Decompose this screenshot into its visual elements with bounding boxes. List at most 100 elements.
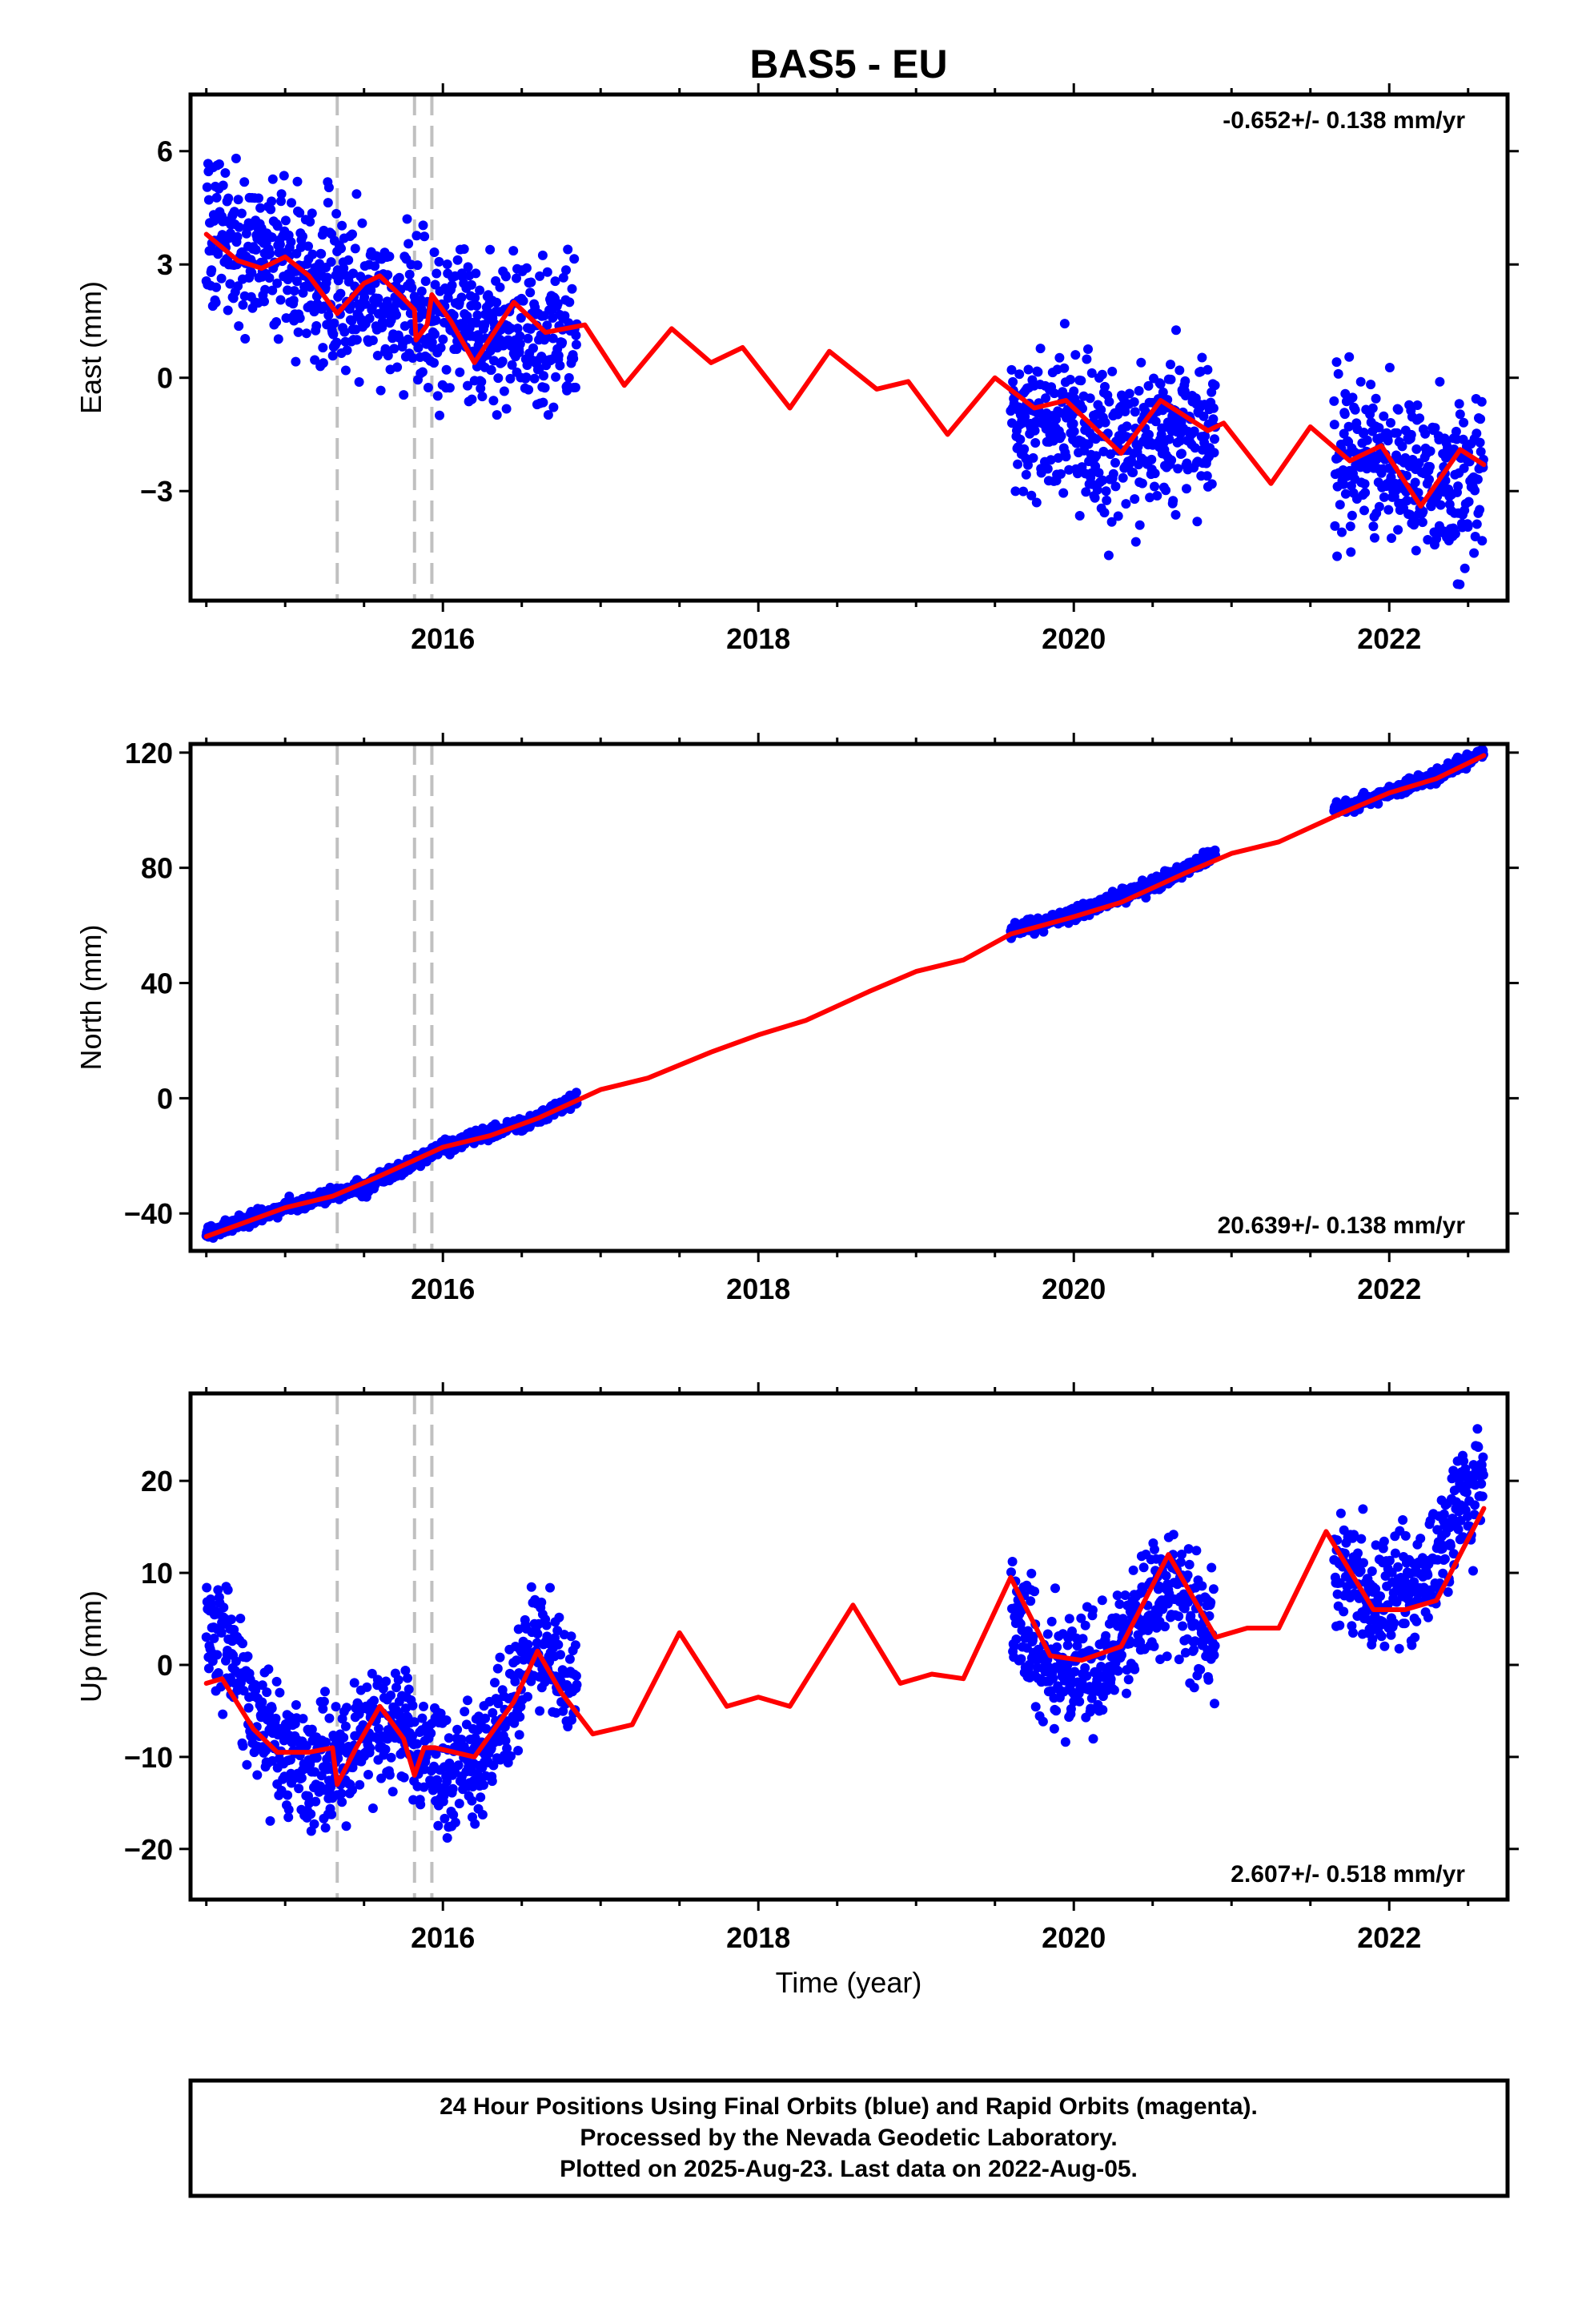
east-data-point (557, 337, 568, 348)
up-data-point (1399, 1618, 1410, 1629)
up-data-point (1210, 1641, 1220, 1651)
north-y-tick-label: 80 (141, 852, 173, 885)
up-data-point (1390, 1548, 1400, 1558)
east-data-point (472, 310, 483, 320)
east-data-point (1475, 505, 1485, 515)
up-data-point (1409, 1577, 1419, 1587)
east-data-point (1425, 446, 1435, 456)
up-data-point (1203, 1675, 1214, 1685)
east-data-point (518, 296, 528, 306)
up-data-point (450, 1817, 460, 1827)
up-data-point (1030, 1586, 1040, 1597)
up-data-point (263, 1664, 274, 1675)
up-data-point (202, 1582, 212, 1593)
up-data-point (523, 1691, 532, 1702)
east-data-point (1343, 421, 1354, 432)
east-data-point (1014, 369, 1025, 380)
east-data-point (1330, 521, 1340, 531)
up-data-point (369, 1695, 379, 1706)
up-data-point (1423, 1570, 1433, 1580)
east-data-point (408, 353, 418, 363)
east-data-point (1134, 386, 1144, 396)
east-data-point (1362, 435, 1372, 445)
up-data-point (1120, 1590, 1130, 1600)
east-data-point (516, 312, 526, 323)
east-data-point (1170, 509, 1181, 520)
up-data-point (1186, 1610, 1196, 1621)
east-data-point (442, 259, 452, 269)
east-data-point (298, 231, 307, 242)
east-data-point (542, 267, 552, 277)
up-data-point (283, 1812, 294, 1823)
east-data-point (359, 292, 370, 302)
east-data-point (1453, 481, 1464, 492)
caption-frame (188, 2078, 1510, 2198)
up-data-point (1439, 1509, 1449, 1519)
up-data-point (1335, 1620, 1345, 1630)
east-data-point (354, 377, 364, 387)
east-data-point (1417, 517, 1427, 528)
up-points-segment-3 (1329, 1424, 1488, 1654)
east-plot-area (201, 94, 1488, 601)
up-data-point (1028, 1631, 1038, 1642)
east-model-curve (203, 231, 1487, 509)
east-data-point (1061, 452, 1071, 462)
east-data-point (1371, 393, 1381, 404)
up-data-point (291, 1700, 301, 1710)
east-data-point (1145, 493, 1155, 503)
up-data-point (1051, 1706, 1062, 1716)
up-data-point (1200, 1634, 1211, 1645)
up-data-point (1393, 1562, 1403, 1572)
east-data-point (1420, 428, 1431, 439)
north-rate-label: 20.639+/- 0.138 mm/yr (1218, 1212, 1466, 1239)
north-x-tick-label: 2016 (411, 1273, 475, 1305)
up-data-point (373, 1723, 383, 1734)
east-data-point (1108, 468, 1118, 479)
up-data-point (1411, 1616, 1422, 1626)
east-data-point (264, 273, 275, 283)
east-data-point (1058, 488, 1069, 498)
up-data-point (324, 1713, 335, 1723)
up-data-point (336, 1788, 347, 1799)
up-data-point (1461, 1487, 1472, 1498)
east-data-point (337, 220, 347, 231)
east-data-point (420, 276, 431, 287)
up-x-tick-label: 2022 (1357, 1921, 1421, 1954)
east-data-point (553, 351, 564, 360)
east-data-point (347, 229, 357, 239)
east-data-point (1423, 535, 1433, 545)
east-data-point (1203, 364, 1213, 375)
east-data-point (384, 251, 395, 262)
east-data-point (1031, 497, 1042, 508)
east-data-point (1455, 579, 1465, 589)
east-data-point (266, 204, 276, 215)
east-data-point (1400, 452, 1411, 463)
up-data-point (440, 1813, 450, 1823)
east-data-point (1470, 532, 1480, 541)
east-data-point (1350, 404, 1360, 415)
east-data-point (225, 279, 235, 289)
east-data-point (1019, 444, 1030, 454)
east-data-point (1134, 520, 1145, 530)
up-data-point (1038, 1716, 1048, 1727)
east-data-point (271, 317, 282, 327)
east-data-point (1128, 468, 1138, 477)
east-data-point (1102, 495, 1112, 505)
east-data-point (1021, 469, 1031, 480)
east-data-point (558, 272, 568, 283)
up-data-point (506, 1751, 516, 1761)
east-data-point (528, 343, 538, 353)
up-data-point (349, 1678, 359, 1688)
east-data-point (1346, 547, 1356, 557)
up-data-point (242, 1759, 252, 1770)
east-data-point (267, 232, 277, 243)
up-data-point (1109, 1685, 1119, 1695)
east-data-point (364, 313, 375, 324)
up-data-point (1470, 1500, 1480, 1510)
east-data-point (383, 270, 393, 280)
north-model-curve (203, 753, 1487, 1239)
east-x-tick-label: 2022 (1357, 622, 1421, 655)
up-data-point (384, 1770, 395, 1780)
